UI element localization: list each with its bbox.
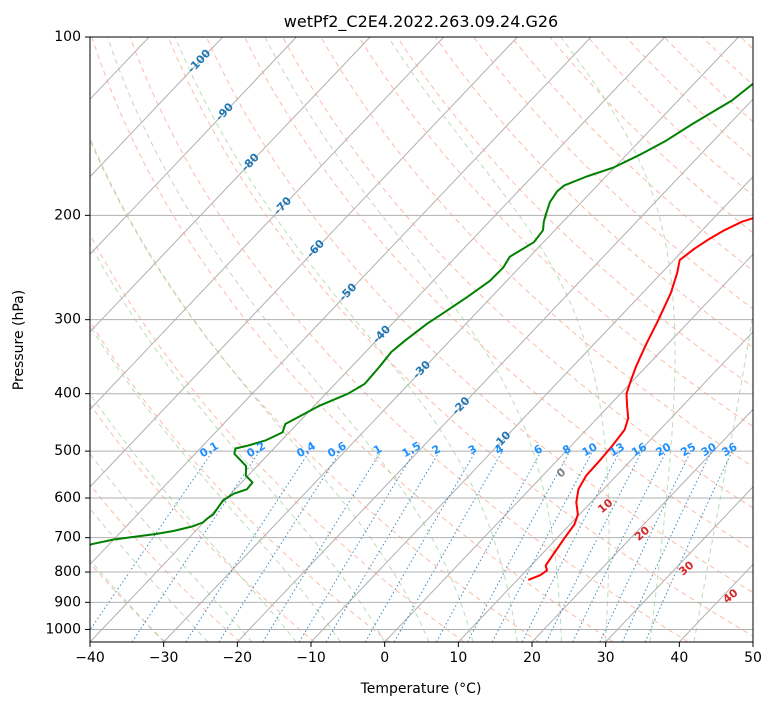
dry-adiabat-line	[0, 37, 240, 642]
mixing-ratio-line	[186, 451, 310, 642]
y-tick-label: 100	[54, 29, 81, 45]
mixing-ratio-line	[600, 451, 691, 642]
moist-adiabat-label: 30	[676, 558, 696, 578]
mixing-ratio-line	[326, 451, 440, 642]
moist-adiabat-label: 20	[632, 523, 652, 543]
x-tick-label: 30	[597, 650, 615, 666]
mixing-ratio-line	[132, 451, 260, 642]
moist-adiabat-line	[694, 37, 768, 642]
isotherm-line	[679, 37, 775, 642]
isotherm-line	[532, 37, 775, 642]
isotherm-line	[606, 37, 775, 642]
mixing-ratio-line	[468, 451, 570, 642]
dry-adiabat-line	[474, 37, 775, 642]
y-tick-label: 900	[54, 594, 81, 610]
y-axis-label: Pressure (hPa)	[11, 290, 27, 390]
y-tick-label: 600	[54, 490, 81, 506]
y-tick-label: 300	[54, 312, 81, 328]
moist-adiabat-line	[108, 37, 474, 642]
mixing-ratio-label: 25	[678, 440, 698, 459]
x-tick-label: −20	[223, 650, 253, 666]
mixing-ratio-line	[573, 451, 667, 642]
moist-adiabat-line	[265, 37, 562, 642]
dry-adiabat-line	[321, 37, 775, 642]
mixing-ratio-label: 1.5	[400, 439, 423, 460]
x-tick-label: 40	[670, 650, 688, 666]
mixing-ratio-line	[645, 451, 732, 642]
isotherm-line	[0, 37, 2, 642]
mixing-ratio-label: 0.4	[294, 439, 318, 460]
x-axis: −40 −30 −20 −10 0 10 20 30 40 50	[75, 642, 762, 666]
y-tick-label: 800	[54, 564, 81, 580]
dry-adiabat-line	[0, 37, 315, 642]
x-tick-label: −40	[75, 650, 105, 666]
x-tick-label: 10	[449, 650, 467, 666]
mixing-ratio-label: 36	[720, 440, 740, 459]
dry-adiabat-line	[130, 37, 688, 642]
dry-adiabat-line	[435, 37, 775, 642]
x-tick-label: −30	[149, 650, 179, 666]
dry-adiabat-line	[283, 37, 775, 642]
dry-adiabat-line	[206, 37, 775, 642]
moist-adiabat-line	[175, 37, 517, 642]
x-tick-label: 50	[744, 650, 762, 666]
isotherm-line	[0, 37, 223, 642]
mixing-ratio-label: 0.2	[244, 439, 267, 460]
background-lines	[0, 37, 775, 642]
mixing-ratio-line	[436, 451, 541, 642]
moist-adiabat-line	[0, 37, 296, 642]
mixing-ratio-line	[365, 451, 476, 642]
y-tick-label: 1000	[45, 621, 81, 637]
mixing-ratio-line	[522, 451, 620, 642]
moist-adiabat-line	[12, 37, 385, 642]
mixing-ratio-label: 30	[699, 440, 719, 459]
mixing-ratio-label: 3	[466, 442, 479, 457]
isotherm-line	[164, 37, 739, 642]
moist-adiabat-label: 0	[554, 465, 568, 480]
isotherm-line	[385, 37, 775, 642]
isotherm-line	[0, 37, 370, 642]
mixing-ratio-label: 20	[654, 440, 674, 459]
dry-adiabat-line	[702, 37, 775, 642]
dry-adiabat-line	[0, 37, 389, 642]
isotherm-line	[237, 37, 775, 642]
isotherm-line	[16, 37, 591, 642]
dry-adiabat-line	[664, 37, 775, 642]
chart-title: wetPf2_C2E4.2022.263.09.24.G26	[284, 12, 558, 32]
y-axis: 100 200 300 400 500 600 700 800 900 1000	[45, 29, 90, 637]
dry-adiabat-line	[92, 37, 614, 642]
x-axis-label: Temperature (°C)	[360, 681, 482, 697]
pressure-grid	[90, 215, 753, 629]
mixing-ratio-line	[622, 451, 711, 642]
mixing-ratio-label: 16	[629, 440, 649, 459]
mixing-ratio-line	[492, 451, 592, 642]
x-tick-label: 20	[523, 650, 541, 666]
x-tick-label: −10	[296, 650, 326, 666]
isotherm-line	[753, 37, 775, 642]
moist-adiabat-label: 10	[595, 496, 615, 516]
y-tick-label: 200	[54, 207, 81, 223]
y-tick-label: 700	[54, 530, 81, 546]
dry-adiabat-line	[512, 37, 775, 642]
dry-adiabat-line	[397, 37, 775, 642]
mixing-ratio-label: 13	[607, 440, 627, 459]
moist-adiabat-label: 40	[721, 586, 741, 606]
mixing-ratio-line	[394, 451, 502, 642]
dry-adiabat-line	[168, 37, 763, 642]
isotherm-line	[0, 37, 517, 642]
moist-adiabat-line	[0, 37, 341, 642]
mixing-ratio-label: 0.1	[197, 439, 220, 460]
mixing-ratio-label: 0.6	[325, 439, 349, 460]
isotherm-line	[0, 37, 296, 642]
y-tick-label: 400	[54, 386, 81, 402]
mixing-ratio-line	[82, 451, 213, 642]
mixing-ratio-label: 10	[580, 440, 600, 459]
y-tick-label: 500	[54, 443, 81, 459]
x-tick-label: 0	[380, 650, 389, 666]
mixing-ratio-label: 1	[371, 442, 384, 457]
